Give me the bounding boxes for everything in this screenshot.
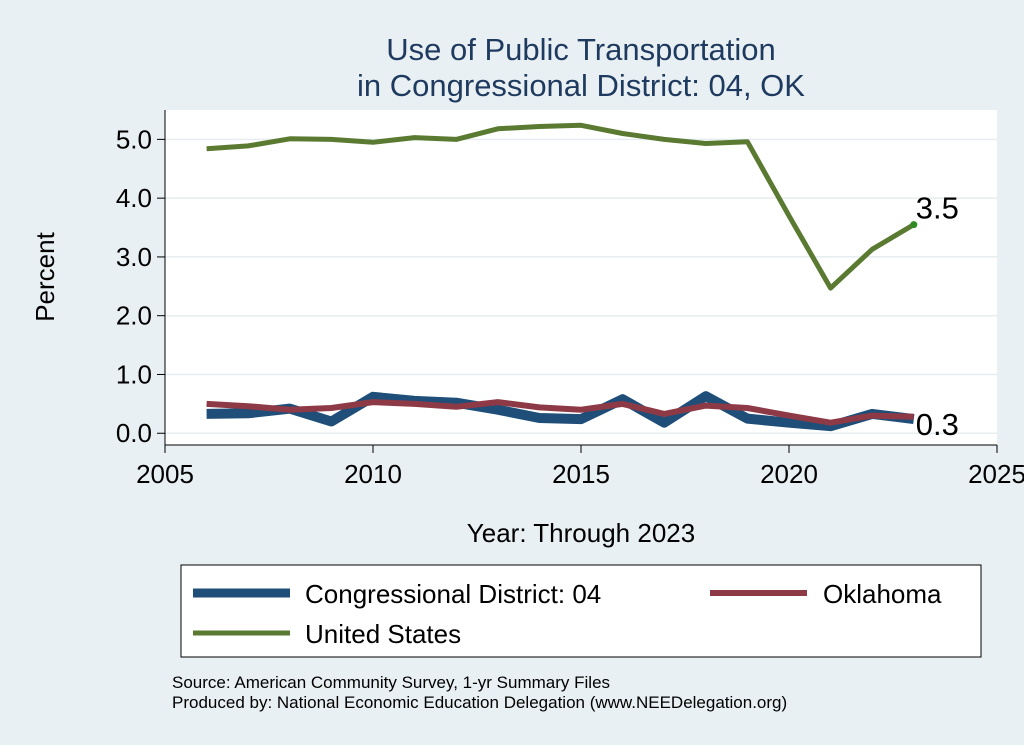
chart-title-line-1: Use of Public Transportation: [386, 32, 775, 67]
y-tick-label: 4.0: [116, 183, 152, 213]
series-layer: [206, 122, 918, 432]
x-tick-label: 2020: [760, 459, 818, 489]
y-tick-label: 1.0: [116, 359, 152, 389]
series-line-united-states: [206, 122, 916, 291]
chart-title-line-2: in Congressional District: 04, OK: [357, 68, 805, 103]
x-tick-label: 2015: [552, 459, 610, 489]
annotations: 3.5 0.3: [916, 191, 959, 442]
y-tick-label: 2.0: [116, 301, 152, 331]
series-line-congressional-district-04: [206, 391, 915, 432]
y-tick-label: 0.0: [116, 418, 152, 448]
plot-background: [165, 110, 997, 445]
united-states-endpoint-marker: [910, 221, 918, 229]
x-axis-label: Year: Through 2023: [467, 518, 695, 548]
legend-label-oklahoma: Oklahoma: [823, 579, 942, 609]
x-ticks: 2005 2010 2015 2020 2025: [136, 445, 1024, 489]
y-tick-label: 5.0: [116, 124, 152, 154]
legend: Congressional District: 04 Oklahoma Unit…: [180, 564, 982, 658]
source-note: Source: American Community Survey, 1-yr …: [172, 673, 610, 692]
y-axis-label: Percent: [30, 231, 60, 321]
legend-label-united-states: United States: [305, 619, 461, 649]
x-tick-label: 2010: [344, 459, 402, 489]
end-value-label: 3.5: [916, 191, 959, 226]
x-tick-label: 2025: [968, 459, 1024, 489]
producer-note: Produced by: National Economic Education…: [172, 693, 787, 712]
x-tick-label: 2005: [136, 459, 194, 489]
legend-label-district: Congressional District: 04: [305, 579, 601, 609]
series-line-oklahoma: [206, 399, 914, 426]
plot-area: [165, 110, 997, 445]
y-ticks: 0.0 1.0 2.0 3.0 4.0 5.0: [116, 124, 165, 448]
legend-box: [180, 564, 982, 658]
end-value-label: 0.3: [916, 407, 959, 442]
y-tick-label: 3.0: [116, 242, 152, 272]
